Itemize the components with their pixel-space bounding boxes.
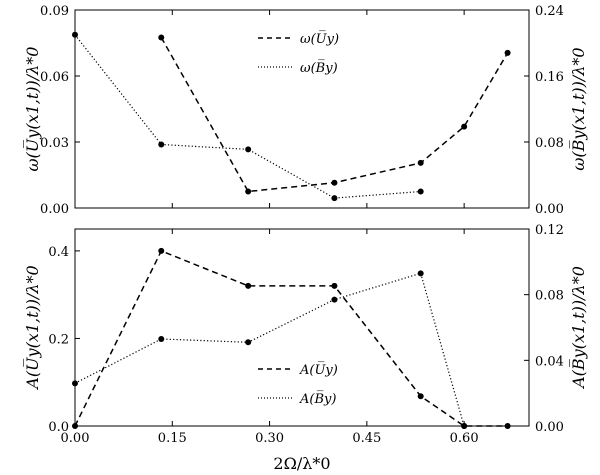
omega-series-b-point [417,188,424,195]
amplitude-right-ytick-label: 0.00 [535,420,564,435]
omega-right-ytick-label: 0.08 [535,136,564,151]
omega-legend-b-label: ω(B̅y) [300,60,338,76]
omega-left-ytick-label: 0.09 [40,4,69,19]
amplitude-series-u-point [72,423,78,429]
amplitude-series-u-point [504,423,511,429]
omega-series-u-point [417,159,424,166]
amplitude-right-ytick-label: 0.12 [535,223,564,238]
omega-u-ylabel: ω(U̅y(x1,t))/λ*0 [22,47,42,172]
amplitude-plot-frame [74,228,530,427]
omega-series-u-point [331,179,338,186]
amplitude-right-ytick-label: 0.08 [535,289,564,304]
amplitude-series-u-point [331,282,338,289]
omega-plot-frame [74,9,530,209]
amplitude-series-b-point [245,339,252,346]
omega-left-ytick-label: 0.00 [40,202,69,217]
amplitude-b-ylabel: A(B̅y(x1,t))/λ*0 [568,266,588,390]
amplitude-series-b-line [74,272,465,427]
omega-series-b-point [72,31,78,38]
omega-legend: ω(U̅y) ω(B̅y) [258,31,339,76]
omega-left-ytick-label: 0.06 [40,70,69,85]
omega-right-ytick-label: 0.00 [535,202,564,217]
omega-series-u-point [504,49,511,56]
amplitude-legend-u-label: A(U̅y) [299,362,338,378]
amplitude-xtick-label: 0.45 [352,431,381,446]
amplitude-xtick-label: 0.30 [255,431,284,446]
omega-series-b-point [245,146,252,153]
amplitude-ticks: 0.00 0.15 0.30 0.45 0.60 0.0 0.2 0.4 0.00 0.04 0.0… [48,223,564,446]
amplitude-legend-b-label: A(B̅y) [299,391,336,407]
amplitude-series-b-point [417,270,424,277]
omega-series-u-point [158,34,165,41]
omega-series-u-point [461,123,468,130]
amplitude-left-ytick-label: 0.2 [48,332,69,347]
amplitude-series-u-point [158,247,165,254]
omega-left-ytick-label: 0.03 [40,136,69,151]
omega-ticks: 0.00 0.03 0.06 0.09 0.00 0.08 0.16 0.24 [40,4,564,217]
amplitude-series-points [72,247,511,429]
omega-series-b-point [331,195,338,202]
omega-series-u-point [245,188,252,195]
amplitude-xlabel: 2Ω/λ*0 [273,454,330,473]
omega-series-lines [74,34,509,199]
omega-right-ytick-label: 0.16 [535,70,564,85]
amplitude-left-ytick-label: 0.4 [48,245,69,260]
omega-series-points [72,31,511,202]
amplitude-u-ylabel: A(U̅y(x1,t))/λ*0 [22,265,42,390]
omega-series-b-line [74,34,421,199]
omega-b-ylabel: ω(B̅y(x1,t))/λ*0 [568,47,588,170]
amplitude-xtick-label: 0.15 [158,431,187,446]
amplitude-series-b-point [72,380,78,387]
amplitude-series-u-point [245,282,252,289]
omega-legend-u-label: ω(U̅y) [300,31,339,47]
amplitude-right-ytick-label: 0.04 [535,354,564,369]
omega-right-ytick-label: 0.24 [535,4,564,19]
amplitude-series-b-point [461,423,468,429]
amplitude-series-lines [74,249,508,427]
amplitude-series-u-line [74,249,508,427]
amplitude-xtick-label: 0.60 [450,431,479,446]
omega-series-u-line [160,37,509,193]
omega-series-b-point [158,141,165,148]
amplitude-xtick-label: 0.00 [61,431,90,446]
omega-panel: 0.00 0.03 0.06 0.09 0.00 0.08 0.16 0.24 ω(U̅y(x… [22,4,588,217]
amplitude-series-b-point [331,296,338,303]
amplitude-panel: 0.00 0.15 0.30 0.45 0.60 0.0 0.2 0.4 0.00 0.04 0.0… [22,223,588,473]
amplitude-series-u-point [417,393,424,400]
amplitude-series-b-point [158,335,165,342]
amplitude-left-ytick-label: 0.0 [48,420,69,435]
amplitude-legend: A(U̅y) A(B̅y) [258,362,338,407]
